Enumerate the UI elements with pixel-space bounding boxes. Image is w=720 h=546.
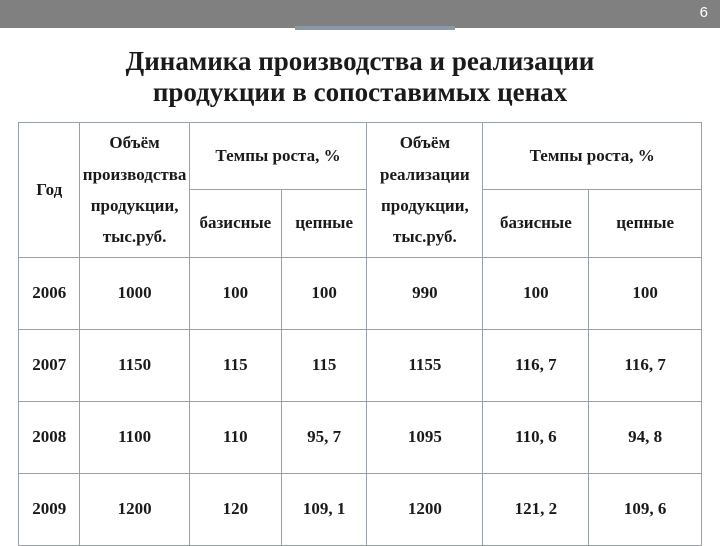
col-real-base: базисные <box>483 190 589 257</box>
cell-real: 990 <box>367 257 483 329</box>
cell-year: 2009 <box>19 473 80 545</box>
cell-prod: 1150 <box>80 329 189 401</box>
accent-bar <box>295 26 455 30</box>
col-prod-chain: цепные <box>281 190 366 257</box>
col-production-volume: Объём производства продукции, тыс.руб. <box>80 123 189 258</box>
cell-year: 2007 <box>19 329 80 401</box>
cell-rchain: 109, 6 <box>589 473 702 545</box>
cell-prod: 1200 <box>80 473 189 545</box>
col-realization-volume: Объём реализации продукции, тыс.руб. <box>367 123 483 258</box>
cell-pchain: 109, 1 <box>281 473 366 545</box>
cell-year: 2006 <box>19 257 80 329</box>
table-row: 2008 1100 110 95, 7 1095 110, 6 94, 8 <box>19 401 702 473</box>
table-row: 2009 1200 120 109, 1 1200 121, 2 109, 6 <box>19 473 702 545</box>
page-number: 6 <box>700 4 708 21</box>
cell-real: 1155 <box>367 329 483 401</box>
page-title: Динамика производства и реализации проду… <box>0 46 720 108</box>
col-year: Год <box>19 123 80 258</box>
table-row: 2006 1000 100 100 990 100 100 <box>19 257 702 329</box>
cell-rbase: 110, 6 <box>483 401 589 473</box>
table-wrapper: Год Объём производства продукции, тыс.ру… <box>18 122 702 546</box>
cell-year: 2008 <box>19 401 80 473</box>
table-body: 2006 1000 100 100 990 100 100 2007 1150 … <box>19 257 702 545</box>
cell-pchain: 95, 7 <box>281 401 366 473</box>
cell-rbase: 121, 2 <box>483 473 589 545</box>
data-table: Год Объём производства продукции, тыс.ру… <box>18 122 702 546</box>
cell-real: 1200 <box>367 473 483 545</box>
cell-rbase: 100 <box>483 257 589 329</box>
col-growth-prod: Темпы роста, % <box>189 123 367 190</box>
col-growth-real: Темпы роста, % <box>483 123 702 190</box>
cell-pchain: 115 <box>281 329 366 401</box>
cell-pbase: 100 <box>189 257 281 329</box>
title-line-2: продукции в сопоставимых ценах <box>153 77 567 107</box>
cell-rbase: 116, 7 <box>483 329 589 401</box>
cell-pbase: 110 <box>189 401 281 473</box>
cell-prod: 1100 <box>80 401 189 473</box>
table-row: 2007 1150 115 115 1155 116, 7 116, 7 <box>19 329 702 401</box>
top-bar: 6 <box>0 0 720 28</box>
cell-rchain: 116, 7 <box>589 329 702 401</box>
cell-prod: 1000 <box>80 257 189 329</box>
cell-pbase: 115 <box>189 329 281 401</box>
col-real-chain: цепные <box>589 190 702 257</box>
cell-pchain: 100 <box>281 257 366 329</box>
cell-rchain: 100 <box>589 257 702 329</box>
cell-pbase: 120 <box>189 473 281 545</box>
col-prod-base: базисные <box>189 190 281 257</box>
cell-real: 1095 <box>367 401 483 473</box>
title-line-1: Динамика производства и реализации <box>126 46 595 76</box>
cell-rchain: 94, 8 <box>589 401 702 473</box>
